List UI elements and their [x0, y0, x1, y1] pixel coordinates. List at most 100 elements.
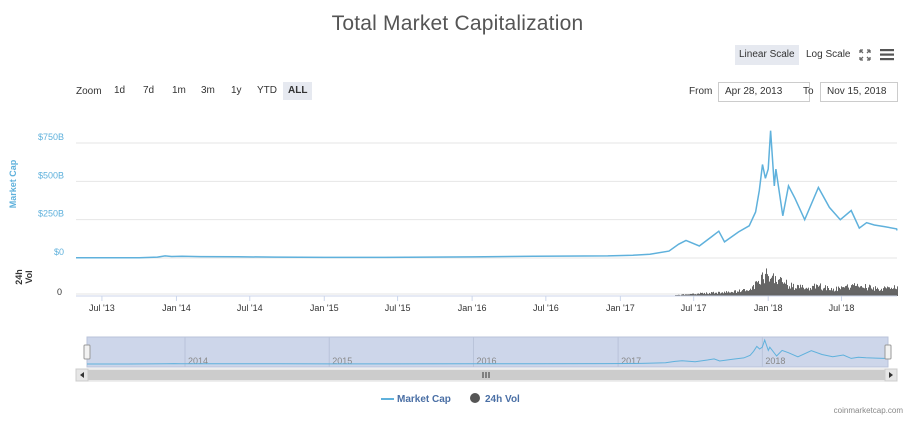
volume-bar: [841, 286, 842, 296]
volume-bar: [815, 288, 816, 296]
volume-bar: [794, 289, 795, 296]
navigator-right-handle[interactable]: [884, 344, 892, 360]
volume-bar: [783, 283, 784, 296]
volume-bar: [687, 294, 688, 296]
volume-bar: [786, 279, 787, 296]
volume-bar: [869, 284, 870, 296]
volume-bar: [866, 287, 867, 296]
zoom-all-button[interactable]: ALL: [283, 82, 313, 100]
volume-bar: [766, 268, 767, 296]
volume-bar: [716, 292, 717, 296]
volume-bar: [845, 286, 846, 296]
legend-volume-label[interactable]: 24h Vol: [485, 394, 520, 405]
volume-bar: [739, 289, 740, 296]
volume-bar: [781, 277, 782, 296]
scrollbar-thumb[interactable]: [88, 370, 887, 380]
log-scale-button[interactable]: Log Scale: [806, 49, 851, 60]
volume-bar: [679, 294, 680, 296]
volume-bar: [776, 281, 777, 296]
y-tick-label: $0: [54, 247, 64, 257]
volume-bar: [726, 291, 727, 296]
x-tick-label: Jul '15: [385, 303, 411, 313]
volume-bar: [835, 290, 836, 296]
zoom-1m-button[interactable]: 1m: [172, 85, 186, 96]
volume-bar: [806, 287, 807, 296]
volume-bar: [722, 292, 723, 296]
hamburger-menu-icon[interactable]: [880, 48, 894, 61]
from-date-input[interactable]: Apr 28, 2013: [718, 82, 810, 102]
linear-scale-button[interactable]: Linear Scale: [735, 45, 799, 65]
volume-bar: [754, 289, 755, 296]
volume-bar: [717, 293, 718, 296]
volume-bar: [782, 282, 783, 296]
volume-bar: [723, 293, 724, 296]
volume-bar: [805, 288, 806, 296]
zoom-ytd-button[interactable]: YTD: [257, 85, 277, 96]
volume-bar: [868, 287, 869, 296]
market-cap-line: [76, 130, 898, 259]
volume-bar: [842, 287, 843, 296]
volume-bar: [741, 291, 742, 296]
volume-bar: [856, 285, 857, 296]
volume-bar: [839, 287, 840, 296]
volume-bar: [858, 286, 859, 296]
volume-bar: [724, 291, 725, 296]
volume-bar: [743, 289, 744, 296]
volume-bar: [843, 287, 844, 296]
volume-bar: [747, 290, 748, 296]
volume-bar: [713, 291, 714, 296]
zoom-3m-button[interactable]: 3m: [201, 85, 215, 96]
zoom-label: Zoom: [76, 86, 102, 97]
volume-bar: [826, 290, 827, 296]
volume-bar: [772, 275, 773, 296]
volume-bar: [759, 283, 760, 296]
volume-bar: [720, 293, 721, 296]
volume-bar: [884, 286, 885, 296]
volume-bar: [848, 287, 849, 296]
to-date-input[interactable]: Nov 15, 2018: [820, 82, 898, 102]
volume-bar: [872, 289, 873, 296]
volume-bar: [897, 286, 898, 296]
legend-market-cap-label[interactable]: Market Cap: [397, 394, 451, 405]
volume-bar: [880, 290, 881, 296]
volume-bar: [881, 288, 882, 296]
zoom-7d-button[interactable]: 7d: [143, 85, 155, 96]
volume-bar: [734, 290, 735, 296]
volume-bar: [837, 291, 838, 296]
volume-bar: [775, 276, 776, 296]
x-tick-label: Jan '17: [606, 303, 635, 313]
volume-bar: [728, 291, 729, 296]
y-tick-label: $500B: [38, 170, 64, 180]
volume-bar: [855, 285, 856, 296]
volume-bar: [785, 283, 786, 296]
volume-bar: [801, 287, 802, 296]
zoom-1d-button[interactable]: 1d: [114, 85, 126, 96]
volume-bar: [718, 291, 719, 296]
volume-axis-title-line2: Vol: [24, 270, 34, 283]
volume-bar: [690, 293, 691, 296]
zoom-1y-button[interactable]: 1y: [231, 85, 242, 96]
volume-bar: [885, 287, 886, 296]
volume-bar: [688, 294, 689, 296]
volume-bar: [810, 287, 811, 296]
volume-bar: [796, 288, 797, 296]
volume-bar: [807, 288, 808, 296]
volume-bar: [871, 288, 872, 296]
volume-bar: [777, 284, 778, 296]
volume-bar: [862, 287, 863, 296]
volume-bar: [731, 291, 732, 296]
volume-bar: [888, 287, 889, 296]
credit-link[interactable]: coinmarketcap.com: [833, 406, 903, 415]
navigator-left-handle[interactable]: [83, 344, 91, 360]
volume-bar: [849, 289, 850, 296]
volume-bar: [889, 287, 890, 296]
fullscreen-icon[interactable]: [859, 49, 871, 61]
volume-bar: [825, 285, 826, 296]
volume-bar: [752, 286, 753, 296]
volume-bar: [682, 294, 683, 296]
volume-bar: [882, 290, 883, 296]
volume-bar: [894, 285, 895, 296]
navigator-window[interactable]: [86, 336, 889, 368]
volume-bar: [745, 291, 746, 296]
